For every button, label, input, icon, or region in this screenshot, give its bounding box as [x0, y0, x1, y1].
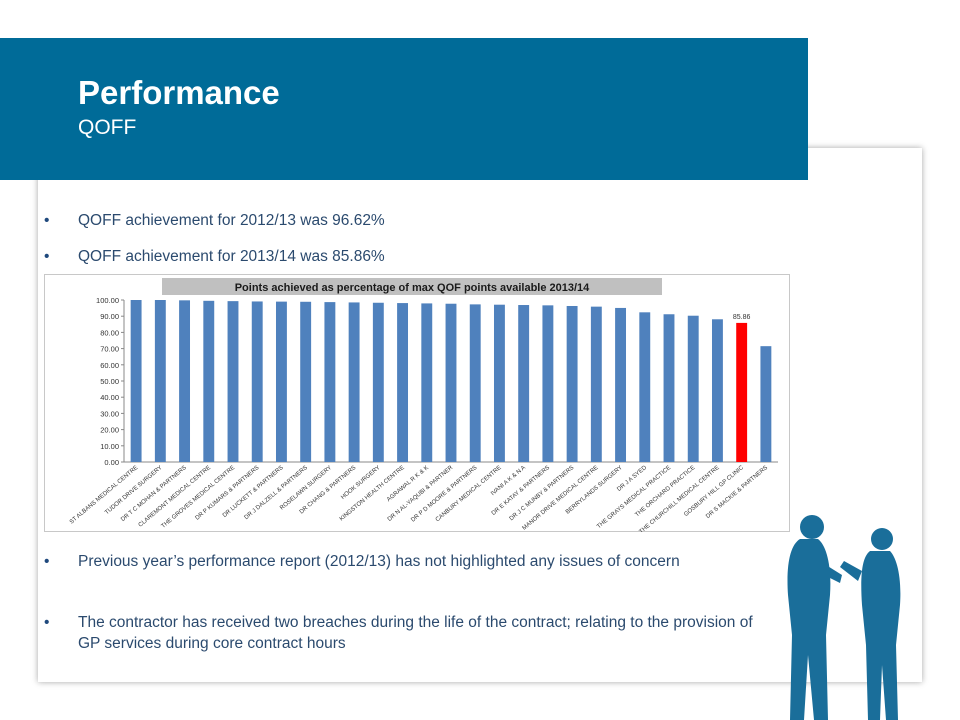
chart-title: Points achieved as percentage of max QOF… [235, 282, 590, 294]
y-tick-label: 20.00 [100, 426, 119, 435]
bar [493, 304, 505, 462]
y-tick-label: 90.00 [100, 312, 119, 321]
bar [687, 315, 699, 462]
page-title: Performance [78, 74, 280, 111]
bullet-dot: • [44, 212, 50, 229]
bar [348, 302, 360, 462]
bar [711, 319, 723, 462]
people-silhouette-image [787, 515, 901, 720]
bar [203, 300, 215, 462]
y-tick-label: 0.00 [104, 458, 119, 467]
bar [179, 300, 191, 462]
bar [639, 312, 651, 462]
bullet-text: QOFF achievement for 2013/14 was 85.86% [78, 248, 385, 265]
bar [300, 301, 312, 462]
bullet-dot: • [44, 553, 50, 570]
bar [154, 300, 166, 462]
qof-bar-chart: Points achieved as percentage of max QOF… [44, 274, 790, 532]
bar [760, 346, 772, 462]
y-tick-label: 60.00 [100, 361, 119, 370]
bullet-text: Previous year’s performance report (2012… [78, 553, 680, 570]
y-tick-label: 70.00 [100, 345, 119, 354]
y-tick-label: 80.00 [100, 328, 119, 337]
bar [251, 301, 263, 462]
bar [518, 305, 530, 462]
y-tick-label: 10.00 [100, 442, 119, 451]
bullet-dot: • [44, 614, 50, 631]
bar [615, 307, 627, 462]
bar [736, 322, 748, 462]
bar [542, 305, 554, 462]
header-banner [0, 38, 808, 180]
bar [372, 302, 384, 462]
bar [324, 302, 336, 462]
page-subtitle: QOFF [78, 116, 137, 139]
bar [227, 301, 239, 462]
bar [469, 304, 481, 462]
bar [130, 300, 142, 462]
y-tick-label: 100.00 [96, 296, 119, 305]
bar [445, 303, 457, 462]
bar [566, 305, 578, 462]
y-tick-label: 30.00 [100, 409, 119, 418]
bar [275, 301, 287, 462]
bullet-dot: • [44, 248, 50, 265]
data-label: 85.86 [733, 314, 751, 321]
bar [421, 303, 433, 462]
bullet-text: The contractor has received two breaches… [78, 614, 753, 652]
y-tick-label: 50.00 [100, 377, 119, 386]
chart-title-box [162, 278, 662, 295]
y-tick-label: 40.00 [100, 393, 119, 402]
bullet-text: QOFF achievement for 2012/13 was 96.62% [78, 212, 385, 229]
bar [590, 306, 602, 462]
bar [663, 314, 675, 462]
bar [397, 303, 409, 462]
